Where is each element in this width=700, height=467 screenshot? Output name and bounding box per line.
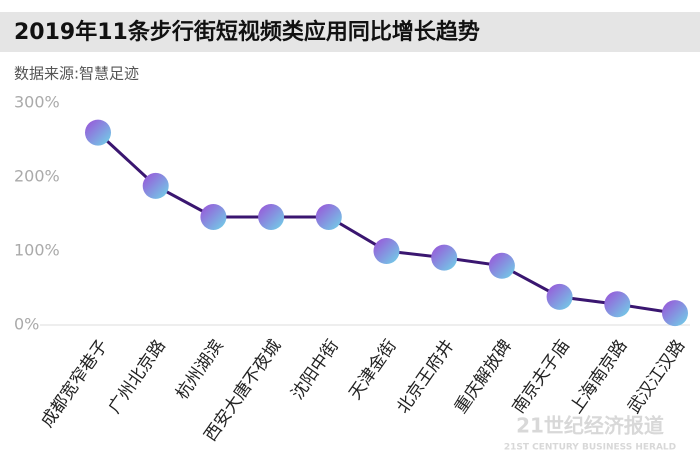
y-tick-label: 0% <box>14 315 39 334</box>
title-banner <box>0 12 700 52</box>
y-tick-label: 300% <box>14 93 60 112</box>
point <box>258 203 285 230</box>
y-tick-label: 100% <box>14 241 60 260</box>
watermark: 21世纪经济报道 <box>516 414 664 438</box>
watermark-sub: 21ST CENTURY BUSINESS HERALD <box>504 443 676 453</box>
point <box>373 238 400 264</box>
subtitle: 数据来源:智慧足迹 <box>14 65 139 83</box>
point <box>315 203 342 230</box>
point <box>142 172 169 199</box>
chart-title: 2019年11条步行街短视频类应用同比增长趋势 <box>14 19 480 45</box>
point <box>604 291 631 318</box>
y-tick-label: 200% <box>14 167 60 186</box>
point <box>662 300 688 327</box>
point <box>546 283 573 310</box>
point <box>200 203 227 230</box>
point <box>488 252 515 279</box>
point <box>431 244 458 271</box>
point <box>85 119 111 146</box>
